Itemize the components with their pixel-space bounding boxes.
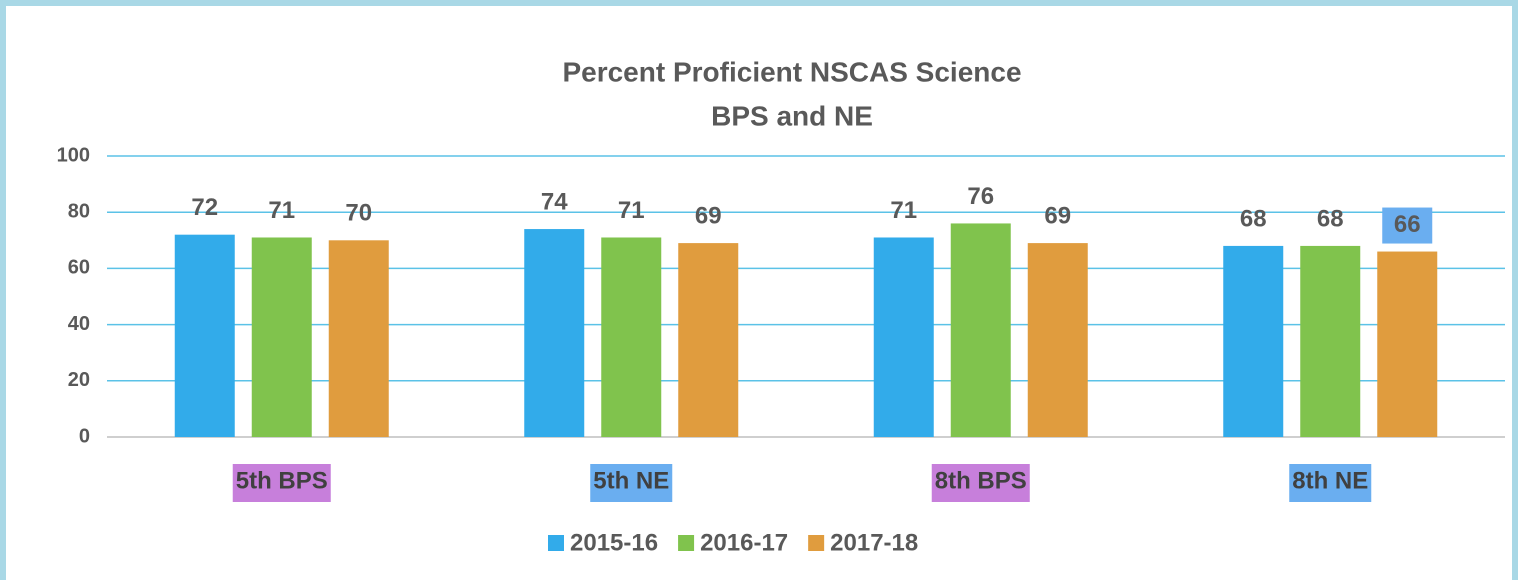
bar [524,229,585,437]
y-tick-label: 0 [79,425,90,447]
bar [251,237,312,437]
data-label: 70 [345,200,372,227]
data-label-highlight [1382,207,1433,244]
category-highlight [1289,464,1372,502]
bar [1223,245,1284,437]
bar [873,237,934,437]
bar [1377,251,1438,437]
x-tick-label: 8th BPS [935,467,1027,494]
bar [678,243,739,437]
data-label: 69 [1044,202,1071,229]
legend-swatch [548,535,564,551]
x-tick-label: 8th NE [1292,467,1368,494]
data-label: 71 [890,197,917,224]
y-tick-label: 60 [68,257,90,279]
chart-title: Percent Proficient NSCAS Science [562,56,1021,87]
category-highlight [232,464,331,502]
data-label: 71 [618,197,645,224]
legend-label: 2017-18 [830,529,918,556]
category-highlight [590,464,673,502]
data-label: 66 [1394,211,1421,238]
data-label: 68 [1240,205,1267,232]
data-label: 71 [268,197,295,224]
y-tick-label: 20 [68,369,90,391]
chart-subtitle: BPS and NE [711,100,873,131]
data-label: 69 [695,202,722,229]
x-tick-label: 5th BPS [236,467,328,494]
bar [950,223,1011,437]
bar [1300,245,1361,437]
y-tick-label: 40 [68,313,90,335]
legend-swatch [678,535,695,551]
data-label: 74 [541,188,568,215]
data-label: 72 [191,194,218,221]
legend-label: 2016-17 [700,529,788,556]
bar [174,234,235,437]
bar [328,240,389,437]
y-tick-label: 80 [68,200,90,222]
data-label: 76 [967,183,994,210]
y-tick-label: 100 [57,144,90,166]
x-tick-label: 5th NE [593,467,669,494]
data-label: 68 [1317,205,1344,232]
bar [601,237,662,437]
category-highlight [931,464,1030,502]
legend-swatch [808,535,825,551]
bar [1027,243,1088,437]
legend-label: 2015-16 [570,529,658,556]
